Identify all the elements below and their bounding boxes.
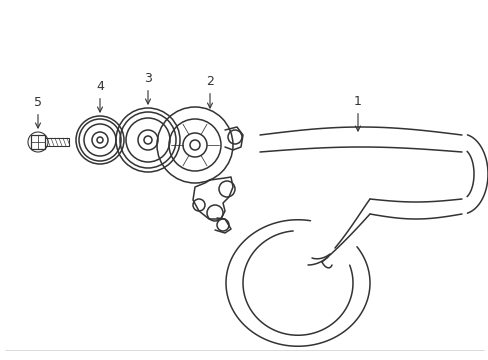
Text: 5: 5 bbox=[34, 96, 42, 128]
Text: 1: 1 bbox=[353, 95, 361, 131]
Text: 3: 3 bbox=[144, 72, 152, 104]
Text: 4: 4 bbox=[96, 80, 104, 112]
Text: 2: 2 bbox=[205, 75, 214, 108]
